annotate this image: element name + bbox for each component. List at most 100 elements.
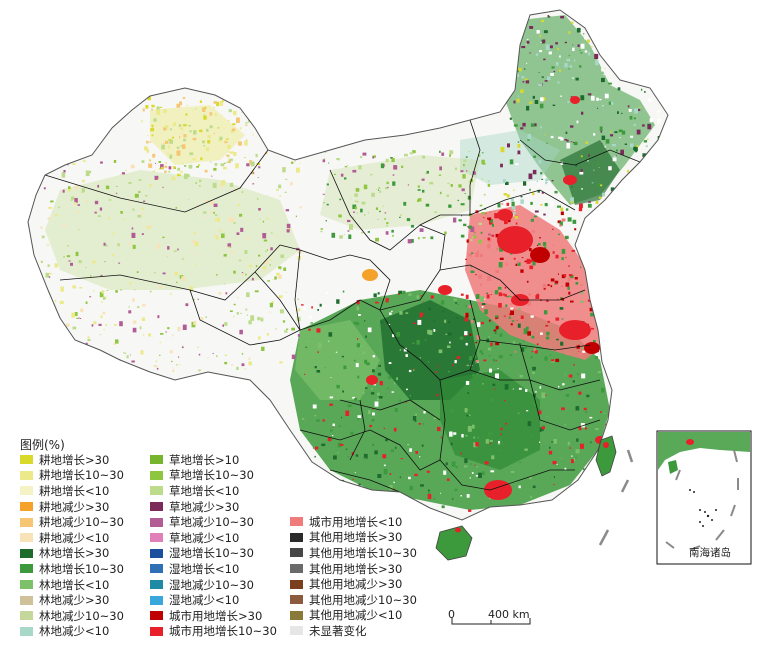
- legend-item: 耕地减少10~30: [20, 514, 124, 530]
- province-boundaries: [44, 119, 641, 493]
- legend-label: 其他用地减少<10: [309, 608, 403, 623]
- legend-label: 林地减少>30: [39, 593, 110, 608]
- legend-swatch: [290, 517, 303, 527]
- legend-swatch: [150, 548, 163, 558]
- maritime-dashes: [598, 449, 634, 546]
- legend-label: 草地减少<10: [169, 530, 240, 545]
- legend-item: 耕地增长10~30: [20, 468, 124, 484]
- inset-islands: [689, 489, 717, 527]
- legend-label: 湿地增长<10: [169, 561, 240, 576]
- legend-label: 林地减少10~30: [39, 608, 124, 623]
- legend-item: 其他用地增长>30: [290, 561, 417, 577]
- legend-swatch: [150, 502, 163, 512]
- legend-label: 其他用地增长>30: [309, 561, 403, 576]
- legend-item: 林地减少10~30: [20, 608, 124, 624]
- taiwan-island: [595, 435, 617, 477]
- legend-swatch: [20, 470, 33, 480]
- legend-swatch: [290, 610, 303, 620]
- legend-swatch: [150, 470, 163, 480]
- legend-label: 耕地增长<10: [39, 483, 110, 498]
- legend-item: 耕地增长<10: [20, 483, 124, 499]
- legend-swatch: [20, 580, 33, 590]
- hainan-island: [435, 525, 473, 561]
- legend-label: 林地增长>30: [39, 546, 110, 561]
- legend-label: 耕地减少>30: [39, 499, 110, 514]
- scale-start-label: 0: [448, 608, 455, 621]
- legend-item: 耕地减少<10: [20, 530, 124, 546]
- legend-label: 其他用地增长10~30: [309, 545, 417, 560]
- legend-item: 草地减少10~30: [150, 514, 277, 530]
- legend-item: 其他用地减少>30: [290, 576, 417, 592]
- legend-swatch: [150, 517, 163, 527]
- legend-label: 林地增长<10: [39, 577, 110, 592]
- legend-item: 耕地减少>30: [20, 499, 124, 515]
- legend-item: 湿地增长10~30: [150, 546, 277, 562]
- legend-label: 耕地减少10~30: [39, 515, 124, 530]
- south-china-sea-inset: [656, 430, 752, 565]
- legend-item: 未显著变化: [290, 623, 417, 639]
- legend-label: 草地增长>10: [169, 452, 240, 467]
- legend-swatch: [20, 486, 33, 496]
- legend-title: 图例(%): [20, 438, 65, 452]
- legend-swatch: [20, 611, 33, 621]
- legend-item: 耕地增长>30: [20, 452, 124, 468]
- legend-swatch: [150, 626, 163, 636]
- legend-item: 林地增长10~30: [20, 561, 124, 577]
- scale-end-label: 400 km: [488, 608, 530, 621]
- legend-item: 林地减少>30: [20, 592, 124, 608]
- legend-swatch: [150, 564, 163, 574]
- legend-swatch: [20, 595, 33, 605]
- legend-label: 湿地减少10~30: [169, 577, 254, 592]
- legend-swatch: [150, 533, 163, 543]
- legend-item: 城市用地增长>30: [150, 608, 277, 624]
- scale-bar: [451, 618, 531, 625]
- legend-item: 湿地减少<10: [150, 592, 277, 608]
- legend-label: 草地增长<10: [169, 483, 240, 498]
- legend-swatch: [290, 564, 303, 574]
- legend-label: 湿地增长10~30: [169, 546, 254, 561]
- legend-swatch: [150, 580, 163, 590]
- legend-label: 未显著变化: [309, 623, 367, 638]
- legend-label: 耕地增长10~30: [39, 468, 124, 483]
- legend-item: 草地减少>30: [150, 499, 277, 515]
- legend-swatch: [150, 486, 163, 496]
- legend-column-3: 城市用地增长<10 其他用地增长>30 其他用地增长10~30 其他用地增长>30 其他…: [290, 514, 417, 639]
- legend-swatch: [20, 548, 33, 558]
- inset-label: 南海诸岛: [689, 547, 731, 559]
- legend-label: 城市用地增长>30: [169, 608, 263, 623]
- legend-label: 草地增长10~30: [169, 468, 254, 483]
- legend-label: 草地减少10~30: [169, 515, 254, 530]
- legend-label: 城市用地增长10~30: [169, 624, 277, 639]
- legend-item: 湿地减少10~30: [150, 577, 277, 593]
- legend-item: 草地增长10~30: [150, 468, 277, 484]
- legend-label: 其他用地增长>30: [309, 530, 403, 545]
- legend-item: 城市用地增长10~30: [150, 624, 277, 640]
- legend-label: 其他用地减少>30: [309, 577, 403, 592]
- legend-label: 耕地减少<10: [39, 530, 110, 545]
- inset-dashes: [665, 449, 739, 551]
- legend-swatch: [290, 579, 303, 589]
- legend-swatch: [20, 502, 33, 512]
- legend-swatch: [20, 533, 33, 543]
- legend-item: 草地增长>10: [150, 452, 277, 468]
- legend-item: 其他用地增长>30: [290, 530, 417, 546]
- legend-item: 其他用地减少<10: [290, 608, 417, 624]
- legend-label: 耕地增长>30: [39, 452, 110, 467]
- legend-item: 城市用地增长<10: [290, 514, 417, 530]
- legend-swatch: [20, 455, 33, 465]
- legend-swatch: [150, 595, 163, 605]
- legend-label: 其他用地减少10~30: [309, 592, 417, 607]
- legend-swatch: [150, 455, 163, 465]
- legend-label: 湿地减少<10: [169, 593, 240, 608]
- legend-swatch: [20, 626, 33, 636]
- legend-swatch: [150, 611, 163, 621]
- legend-column-1: 耕地增长>30 耕地增长10~30 耕地增长<10 耕地减少>30 耕地减少10~30 耕…: [20, 452, 124, 639]
- legend-label: 草地减少>30: [169, 499, 240, 514]
- legend-label: 城市用地增长<10: [309, 514, 403, 529]
- legend-item: 其他用地减少10~30: [290, 592, 417, 608]
- legend-item: 林地减少<10: [20, 624, 124, 640]
- legend-swatch: [290, 532, 303, 542]
- legend-item: 林地增长<10: [20, 577, 124, 593]
- legend-item: 草地增长<10: [150, 483, 277, 499]
